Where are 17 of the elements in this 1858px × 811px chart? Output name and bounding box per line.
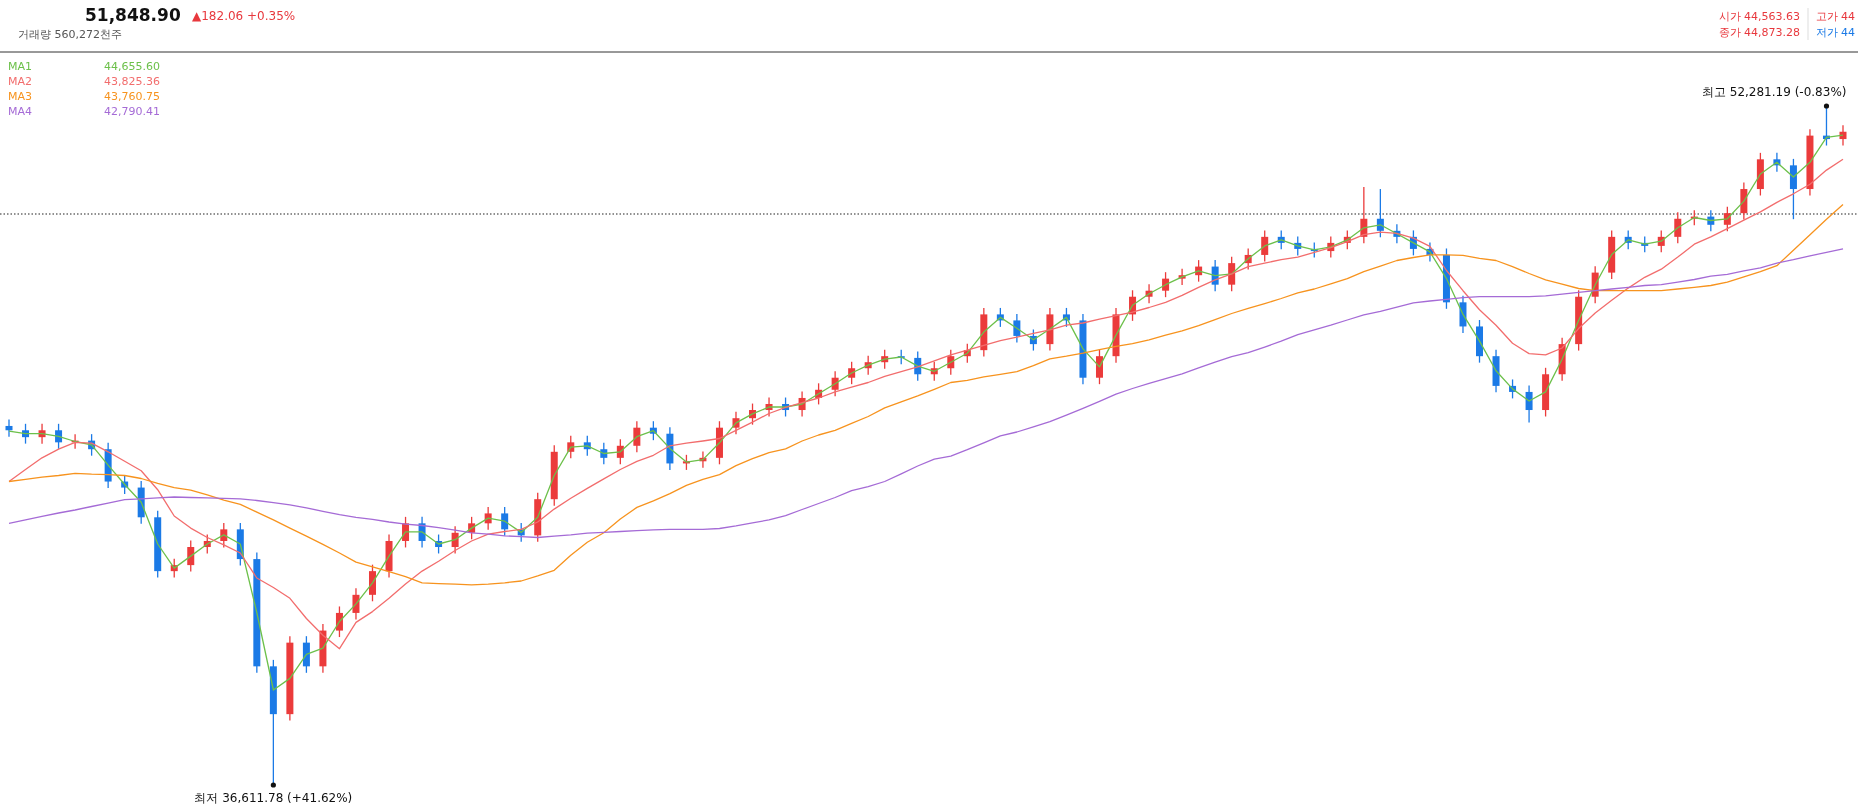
text: 거래량 560,272천주 bbox=[18, 28, 122, 41]
text: 저가 44 bbox=[1815, 26, 1855, 39]
text: 44,655.60 bbox=[104, 60, 160, 73]
text: MA4 bbox=[8, 105, 33, 118]
text: 시가 44,563.63 bbox=[1718, 10, 1800, 23]
text: 최고 52,281.19 (-0.83%) bbox=[1701, 85, 1847, 99]
text: 43,760.75 bbox=[104, 90, 160, 103]
annotation: 42,790.41 bbox=[104, 105, 160, 118]
text: 종가 44,873.28 bbox=[1718, 26, 1800, 39]
text: MA2 bbox=[8, 75, 33, 88]
chart-title: 51,848.90 bbox=[85, 5, 181, 25]
text: MA3 bbox=[8, 90, 33, 103]
text: 최저 36,611.78 (+41.62%) bbox=[194, 791, 353, 805]
text: 고가 44 bbox=[1815, 10, 1855, 23]
text: MA1 bbox=[8, 60, 33, 73]
chart-subtitle: ▲182.06 +0.35% bbox=[192, 9, 296, 23]
text: 43,825.36 bbox=[104, 75, 160, 88]
